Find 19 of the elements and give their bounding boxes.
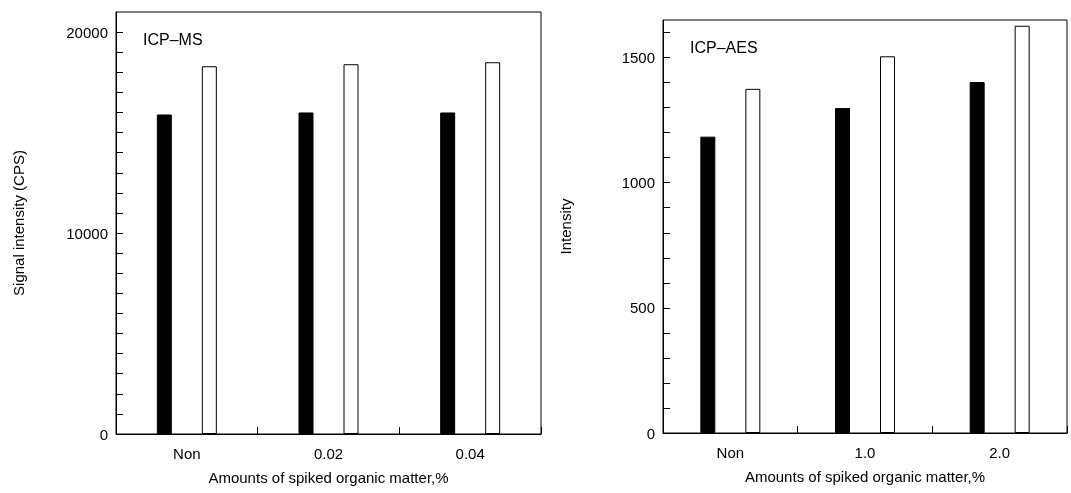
x-tick-label: 0.04 xyxy=(455,445,485,462)
y-tick-label: 0 xyxy=(646,424,655,442)
x-tick-label: Non xyxy=(716,444,745,461)
y-tick-label: 10000 xyxy=(66,224,108,242)
x-tick-label: 0.02 xyxy=(313,445,344,462)
x-tick-label: 2.0 xyxy=(989,444,1011,461)
text: ICP–AES xyxy=(690,38,758,56)
x-tick-label: 1.0 xyxy=(854,444,876,461)
y-tick-label: 500 xyxy=(629,299,655,317)
y-axis-title: Signal intensity (CPS) xyxy=(10,150,27,296)
y-tick-label: 1500 xyxy=(621,49,655,67)
text: ICP–MS xyxy=(143,30,203,48)
y-tick-label: 1000 xyxy=(621,174,655,192)
x-axis-title: Amounts of spiked organic matter,% xyxy=(744,468,986,485)
x-axis-title: Amounts of spiked organic matter,% xyxy=(208,469,449,486)
y-axis-title: Intensity xyxy=(557,198,574,255)
y-tick-label: 20000 xyxy=(66,23,108,41)
x-tick-label: Non xyxy=(173,445,201,462)
y-tick-label: 0 xyxy=(99,425,108,443)
